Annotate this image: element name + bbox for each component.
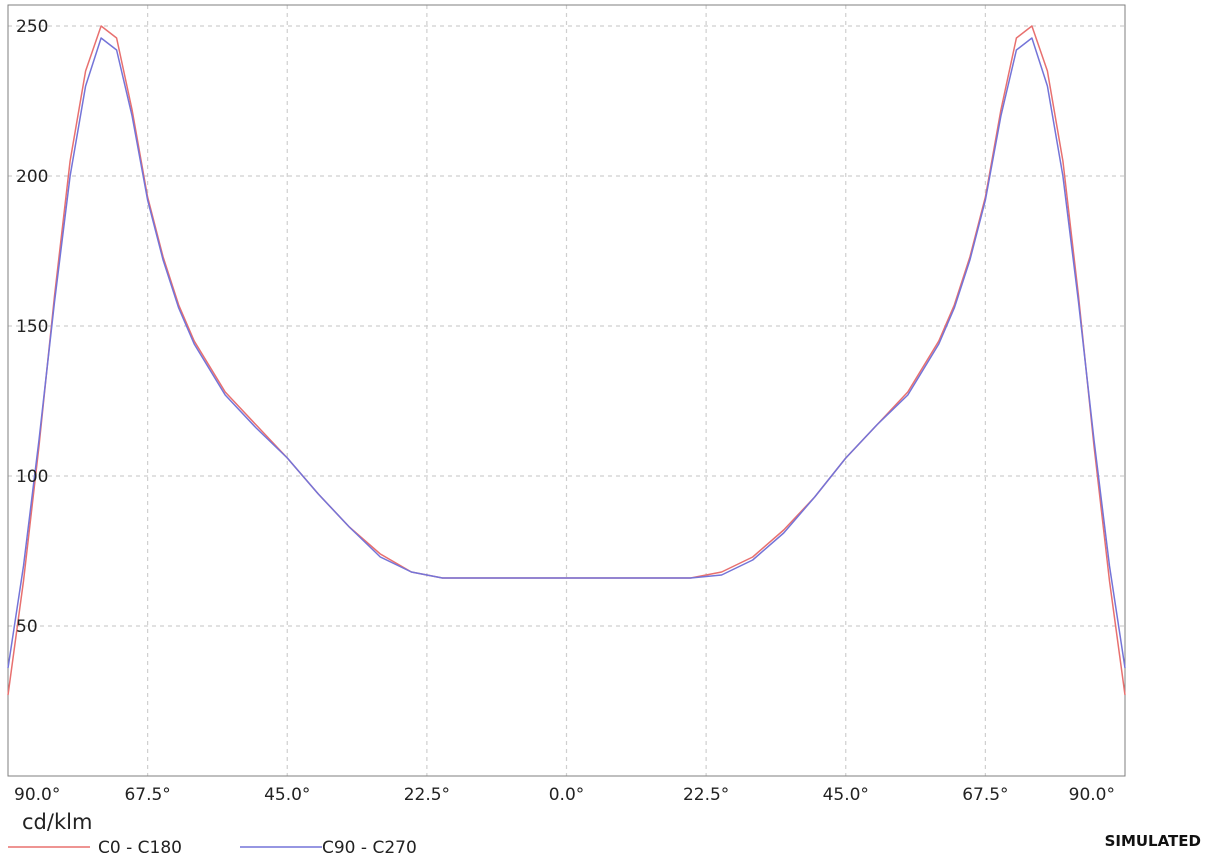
x-tick-labels: 90.0° 67.5° 45.0° 22.5° 0.0° 22.5° 45.0° 67.5° 9… (14, 785, 1115, 805)
x-tick-label-7: 67.5° (962, 785, 1008, 805)
y-tick-label-1: 100 (16, 467, 48, 487)
series-line-1 (7, 37, 1126, 669)
y-tick-labels: 50 100 150 200 250 (16, 17, 48, 637)
series-lines (7, 25, 1126, 696)
x-tick-label-2: 45.0° (264, 785, 310, 805)
x-tick-label-6: 45.0° (823, 785, 869, 805)
simulated-label: SIMULATED (1105, 832, 1201, 850)
x-tick-label-5: 22.5° (683, 785, 729, 805)
y-tick-label-4: 250 (16, 17, 48, 37)
grid-lines (8, 5, 1125, 776)
legend-label-0: C0 - C180 (98, 838, 182, 858)
x-tick-label-8: 90.0° (1069, 785, 1115, 805)
y-tick-label-3: 200 (16, 167, 48, 187)
y-tick-label-2: 150 (16, 317, 48, 337)
x-tick-label-1: 67.5° (124, 785, 170, 805)
legend-label-1: C90 - C270 (322, 838, 417, 858)
y-tick-label-0: 50 (16, 617, 38, 637)
x-tick-label-0: 90.0° (14, 785, 60, 805)
x-tick-label-4: 0.0° (549, 785, 585, 805)
x-tick-label-3: 22.5° (404, 785, 450, 805)
y-unit-label: cd/klm (22, 810, 92, 834)
plot-area-frame (7, 4, 1126, 777)
legend: C0 - C180 C90 - C270 (8, 838, 417, 858)
